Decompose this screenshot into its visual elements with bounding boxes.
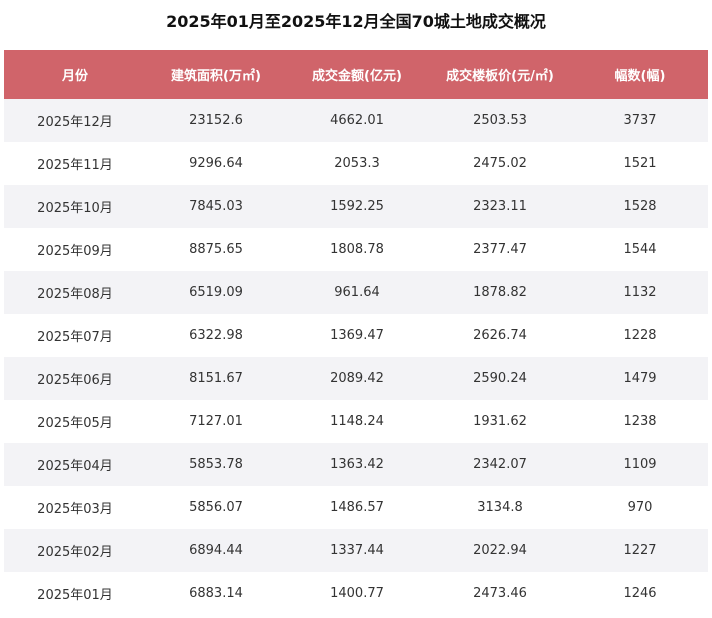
column-header-month: 月份 — [61, 69, 88, 84]
table-row: 2025年06月 8151.67 2089.42 2590.24 1479 — [4, 357, 708, 400]
cell-floor-area: 6883.14 — [189, 586, 243, 601]
cell-deal-amount: 1486.57 — [330, 500, 384, 515]
cell-floor-area: 6519.09 — [189, 285, 243, 300]
cell-deal-amount: 4662.01 — [330, 113, 384, 128]
cell-month: 2025年03月 — [37, 502, 113, 517]
cell-parcel-count: 1479 — [623, 371, 657, 386]
cell-deal-amount: 1369.47 — [330, 328, 384, 343]
cell-floor-area: 23152.6 — [189, 113, 243, 128]
cell-floor-area: 8151.67 — [189, 371, 243, 386]
table-row: 2025年09月 8875.65 1808.78 2377.47 1544 — [4, 228, 708, 271]
cell-floor-price: 1931.62 — [473, 414, 527, 429]
cell-parcel-count: 3737 — [623, 113, 657, 128]
table-row: 2025年08月 6519.09 961.64 1878.82 1132 — [4, 271, 708, 314]
cell-month: 2025年05月 — [37, 416, 113, 431]
cell-month: 2025年02月 — [37, 545, 113, 560]
cell-parcel-count: 1132 — [623, 285, 657, 300]
cell-parcel-count: 1238 — [623, 414, 657, 429]
table-row: 2025年04月 5853.78 1363.42 2342.07 1109 — [4, 443, 708, 486]
cell-floor-price: 2590.24 — [473, 371, 527, 386]
column-header-floor-area: 建筑面积(万㎡) — [171, 69, 261, 84]
cell-parcel-count: 1228 — [623, 328, 657, 343]
cell-floor-area: 9296.64 — [189, 156, 243, 171]
cell-month: 2025年04月 — [37, 459, 113, 474]
column-header-parcel-count: 幅数(幅) — [614, 69, 666, 84]
cell-parcel-count: 1246 — [623, 586, 657, 601]
cell-floor-price: 3134.8 — [477, 500, 523, 515]
cell-deal-amount: 961.64 — [334, 285, 380, 300]
table-row: 2025年05月 7127.01 1148.24 1931.62 1238 — [4, 400, 708, 443]
cell-floor-price: 2342.07 — [473, 457, 527, 472]
cell-month: 2025年06月 — [37, 373, 113, 388]
cell-parcel-count: 1528 — [623, 199, 657, 214]
table-row: 2025年10月 7845.03 1592.25 2323.11 1528 — [4, 185, 708, 228]
table-row: 2025年03月 5856.07 1486.57 3134.8 970 — [4, 486, 708, 529]
cell-floor-area: 7127.01 — [189, 414, 243, 429]
cell-floor-price: 2377.47 — [473, 242, 527, 257]
cell-floor-price: 2022.94 — [473, 543, 527, 558]
column-header-floor-price: 成交楼板价(元/㎡) — [446, 69, 554, 84]
table-header-row: 月份 建筑面积(万㎡) 成交金额(亿元) 成交楼板价(元/㎡) 幅数(幅) — [4, 50, 708, 99]
table-row: 2025年07月 6322.98 1369.47 2626.74 1228 — [4, 314, 708, 357]
cell-month: 2025年01月 — [37, 588, 113, 603]
cell-deal-amount: 1808.78 — [330, 242, 384, 257]
cell-deal-amount: 1148.24 — [330, 414, 384, 429]
cell-deal-amount: 1363.42 — [330, 457, 384, 472]
cell-floor-price: 1878.82 — [473, 285, 527, 300]
cell-parcel-count: 1544 — [623, 242, 657, 257]
cell-month: 2025年12月 — [37, 115, 113, 130]
column-header-deal-amount: 成交金额(亿元) — [312, 69, 402, 84]
cell-floor-price: 2626.74 — [473, 328, 527, 343]
cell-deal-amount: 2089.42 — [330, 371, 384, 386]
cell-floor-area: 6894.44 — [189, 543, 243, 558]
table-row: 2025年01月 6883.14 1400.77 2473.46 1246 — [4, 572, 708, 615]
cell-floor-price: 2503.53 — [473, 113, 527, 128]
land-transaction-table: 月份 建筑面积(万㎡) 成交金额(亿元) 成交楼板价(元/㎡) 幅数(幅) 2025年1… — [4, 50, 708, 615]
cell-floor-area: 7845.03 — [189, 199, 243, 214]
table-row: 2025年02月 6894.44 1337.44 2022.94 1227 — [4, 529, 708, 572]
cell-floor-area: 8875.65 — [189, 242, 243, 257]
cell-floor-area: 5853.78 — [189, 457, 243, 472]
page-title: 2025年01月至2025年12月全国70城土地成交概况 — [166, 12, 546, 31]
cell-month: 2025年11月 — [37, 158, 113, 173]
cell-floor-price: 2475.02 — [473, 156, 527, 171]
cell-deal-amount: 1337.44 — [330, 543, 384, 558]
cell-deal-amount: 2053.3 — [334, 156, 380, 171]
cell-floor-price: 2473.46 — [473, 586, 527, 601]
cell-month: 2025年09月 — [37, 244, 113, 259]
cell-floor-area: 5856.07 — [189, 500, 243, 515]
table-row: 2025年12月 23152.6 4662.01 2503.53 3737 — [4, 99, 708, 142]
cell-deal-amount: 1400.77 — [330, 586, 384, 601]
cell-parcel-count: 1521 — [623, 156, 657, 171]
table-body: 2025年12月 23152.6 4662.01 2503.53 3737 2025年11… — [4, 99, 708, 615]
cell-month: 2025年08月 — [37, 287, 113, 302]
cell-floor-area: 6322.98 — [189, 328, 243, 343]
table-row: 2025年11月 9296.64 2053.3 2475.02 1521 — [4, 142, 708, 185]
cell-parcel-count: 970 — [627, 500, 653, 515]
cell-deal-amount: 1592.25 — [330, 199, 384, 214]
cell-month: 2025年07月 — [37, 330, 113, 345]
table-header: 月份 建筑面积(万㎡) 成交金额(亿元) 成交楼板价(元/㎡) 幅数(幅) — [4, 50, 708, 99]
cell-parcel-count: 1227 — [623, 543, 657, 558]
cell-parcel-count: 1109 — [623, 457, 657, 472]
cell-floor-price: 2323.11 — [473, 199, 527, 214]
cell-month: 2025年10月 — [37, 201, 113, 216]
